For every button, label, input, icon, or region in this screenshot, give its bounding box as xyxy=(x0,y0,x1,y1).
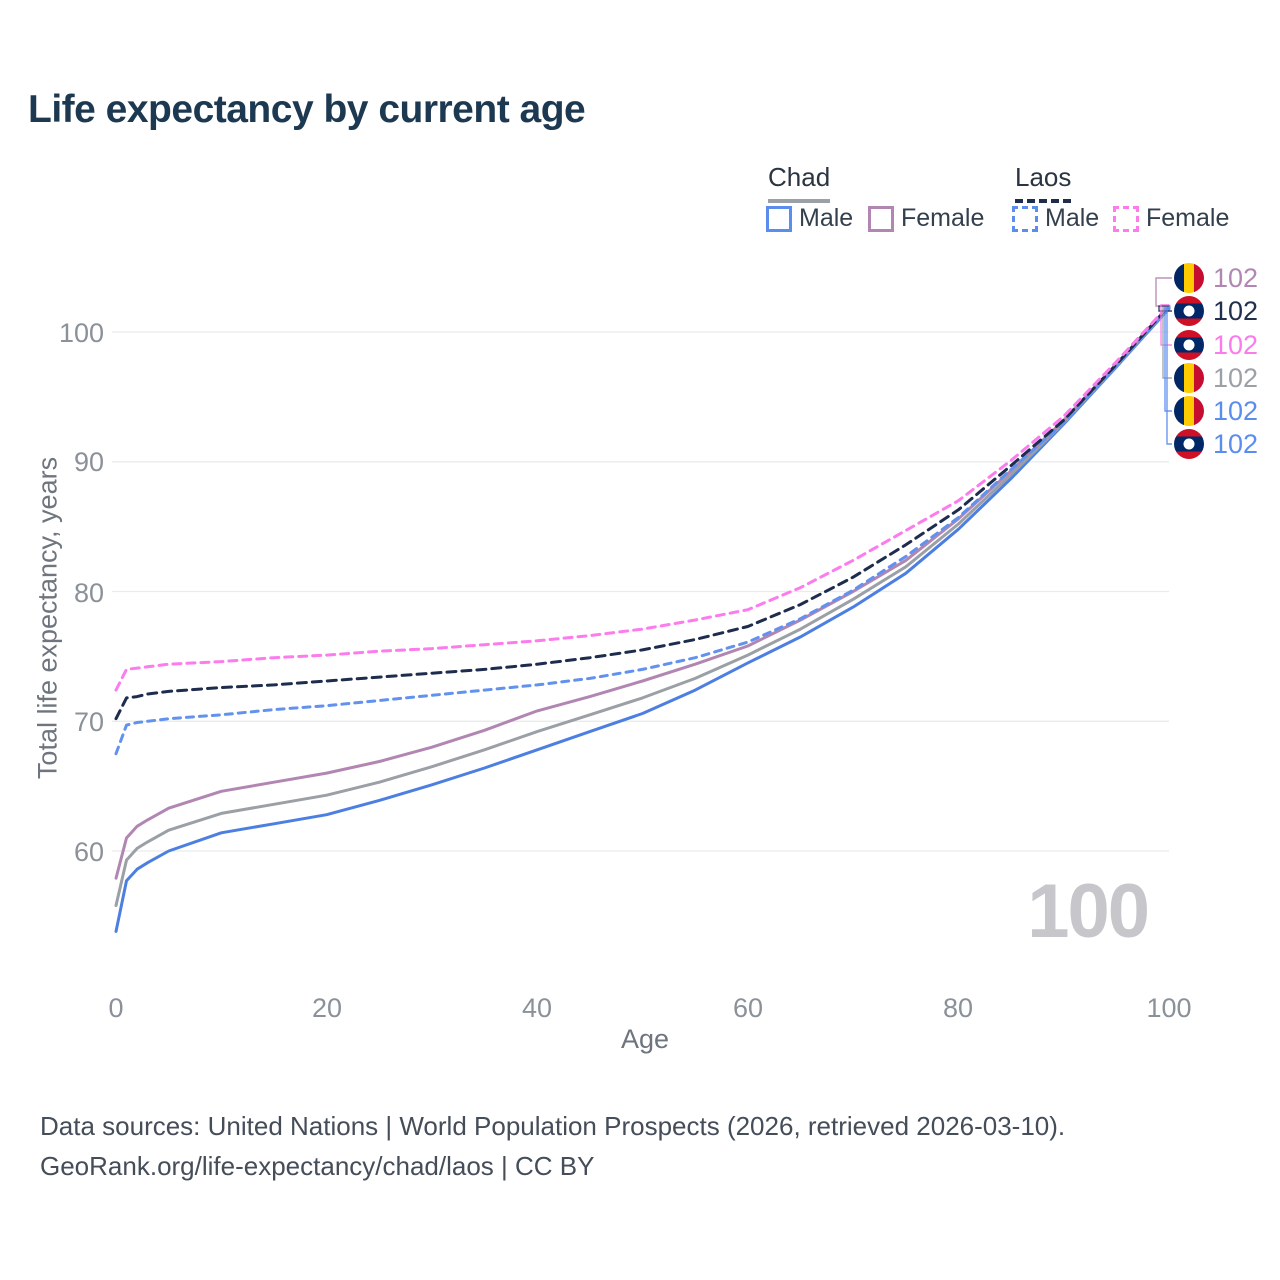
y-tick-70: 70 xyxy=(73,707,104,737)
chad-flag-icon xyxy=(1174,396,1204,426)
end-label-connector xyxy=(1166,306,1172,445)
series-chad_overall[interactable] xyxy=(114,305,1171,907)
end-value: 102 xyxy=(1213,428,1259,459)
end-label-chad-female: 102 xyxy=(1174,262,1258,294)
end-value: 102 xyxy=(1213,329,1259,360)
end-value: 102 xyxy=(1213,362,1259,393)
legend-entry-label: Female xyxy=(1146,204,1230,232)
chad-male-swatch-icon xyxy=(766,205,792,232)
x-tick-40: 40 xyxy=(521,993,553,1023)
end-label-laos-male: 102 xyxy=(1174,428,1258,460)
end-value: 102 xyxy=(1213,262,1259,293)
legend-entry-label: Male xyxy=(799,204,854,232)
end-label-chad-male: 102 xyxy=(1174,395,1258,427)
series-laos_male[interactable] xyxy=(114,305,1171,756)
laos-flag-icon xyxy=(1174,330,1204,360)
end-value: 102 xyxy=(1213,295,1259,326)
end-label-laos-female: 102 xyxy=(1174,329,1258,361)
age-watermark: 100 xyxy=(1027,869,1150,954)
laos-flag-icon xyxy=(1174,429,1204,459)
end-label-laos-overall: 102 xyxy=(1174,295,1258,327)
laos-male-swatch-icon xyxy=(1012,205,1038,232)
legend-entry-label: Female xyxy=(901,204,985,232)
chad-flag-icon xyxy=(1174,263,1204,293)
series-laos_overall[interactable] xyxy=(114,304,1171,721)
y-axis-title: Total life expectancy, years xyxy=(32,456,63,780)
series-laos_female[interactable] xyxy=(114,303,1171,692)
footer-attribution-line: GeoRank.org/life-expectancy/chad/laos | … xyxy=(40,1151,595,1181)
legend-chad-label[interactable]: Chad xyxy=(768,162,831,203)
footer: Data sources: United Nations | World Pop… xyxy=(40,1106,1065,1186)
y-tick-60: 60 xyxy=(73,837,104,867)
chart-title: Life expectancy by current age xyxy=(28,88,586,131)
legend-entry-laos-female[interactable]: Female xyxy=(1113,204,1229,233)
legend-group-laos[interactable]: Laos xyxy=(1015,162,1072,203)
x-tick-60: 60 xyxy=(732,993,764,1023)
legend-group-chad[interactable]: Chad xyxy=(768,162,831,203)
end-value: 102 xyxy=(1213,395,1259,426)
chad-female-swatch-icon xyxy=(868,205,894,232)
legend-entry-label: Male xyxy=(1045,204,1100,232)
series-chad_female[interactable] xyxy=(114,304,1171,880)
x-tick-80: 80 xyxy=(942,993,974,1023)
laos-female-swatch-icon xyxy=(1113,205,1139,232)
laos-flag-icon xyxy=(1174,296,1204,326)
y-tick-80: 80 xyxy=(73,578,104,608)
x-tick-100: 100 xyxy=(1146,993,1192,1023)
y-tick-100: 100 xyxy=(58,318,104,348)
x-tick-20: 20 xyxy=(311,993,343,1023)
x-axis-title: Age xyxy=(620,1024,670,1054)
legend-entry-chad-male[interactable]: Male xyxy=(766,204,853,233)
legend-entry-laos-male[interactable]: Male xyxy=(1012,204,1099,233)
end-label-connector xyxy=(1155,277,1172,307)
end-label-connector xyxy=(1164,307,1172,412)
end-label-chad-overall: 102 xyxy=(1174,362,1258,394)
y-tick-90: 90 xyxy=(73,447,104,477)
series-chad_male[interactable] xyxy=(114,307,1171,933)
legend-entry-chad-female[interactable]: Female xyxy=(868,204,984,233)
legend-laos-label[interactable]: Laos xyxy=(1015,162,1072,203)
chad-flag-icon xyxy=(1174,363,1204,393)
x-tick-0: 0 xyxy=(108,993,124,1023)
footer-sources-line: Data sources: United Nations | World Pop… xyxy=(40,1111,1066,1141)
